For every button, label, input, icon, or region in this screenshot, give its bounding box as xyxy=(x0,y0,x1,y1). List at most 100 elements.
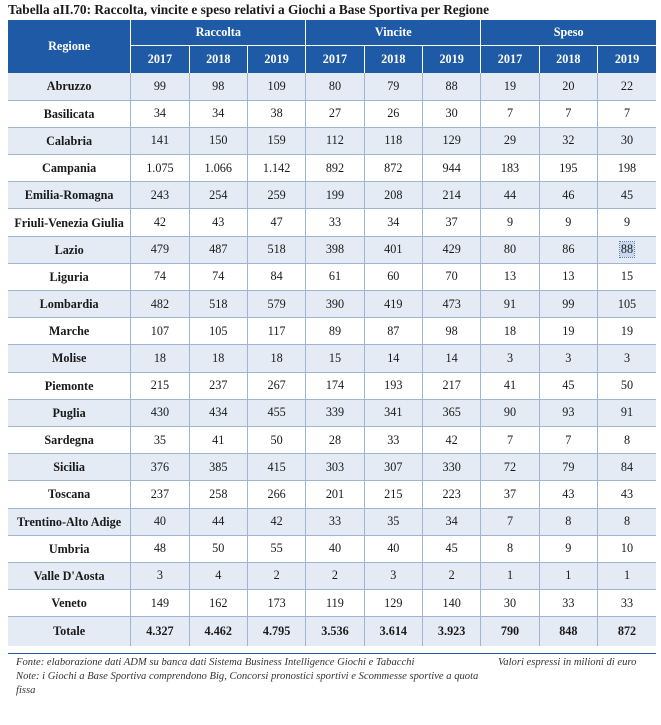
total-value: 848 xyxy=(538,616,598,647)
value-cell: 129 xyxy=(363,589,423,618)
value-cell: 45 xyxy=(597,181,656,210)
value-cell: 18 xyxy=(188,344,248,373)
table-row: Abruzzo 99 98 109 80 79 88 19 20 22 xyxy=(8,73,656,101)
data-table: Regione Raccolta Vincite Speso 2017 2018… xyxy=(8,20,656,647)
value-cell: 30 xyxy=(597,127,656,156)
value-cell: 2 xyxy=(305,562,365,591)
total-value: 4.795 xyxy=(246,616,306,647)
value-cell: 7 xyxy=(480,508,540,536)
value-cell: 258 xyxy=(188,480,248,509)
value-cell: 19 xyxy=(538,317,598,346)
value-cell: 149 xyxy=(130,589,190,618)
value-cell: 365 xyxy=(421,399,481,427)
value-cell: 91 xyxy=(480,290,540,319)
total-value: 3.923 xyxy=(421,616,481,647)
value-cell: 254 xyxy=(188,181,248,210)
value-cell: 9 xyxy=(597,208,656,237)
value-cell: 43 xyxy=(538,480,598,509)
table-body: Abruzzo 99 98 109 80 79 88 19 20 22 Basilicata 34 34… xyxy=(8,73,656,647)
value-cell: 518 xyxy=(246,236,306,264)
value-cell: 267 xyxy=(246,372,306,400)
value-cell: 9 xyxy=(538,535,598,563)
value-cell: 341 xyxy=(363,399,423,427)
value-cell: 473 xyxy=(421,290,481,319)
region-cell: Veneto xyxy=(8,589,131,618)
value-cell: 15 xyxy=(597,263,656,292)
value-cell: 34 xyxy=(421,508,481,536)
table-row: Trentino-Alto Adige 40 44 42 33 35 34 7 8 8 xyxy=(8,508,656,536)
value-cell: 26 xyxy=(363,100,423,128)
value-cell: 84 xyxy=(597,453,656,482)
value-cell: 237 xyxy=(130,480,190,509)
value-cell: 303 xyxy=(305,453,365,482)
value-cell: 455 xyxy=(246,399,306,427)
value-cell: 98 xyxy=(188,73,248,101)
region-cell: Marche xyxy=(8,317,131,346)
value-cell: 140 xyxy=(421,589,481,618)
value-cell: 390 xyxy=(305,290,365,319)
value-cell: 307 xyxy=(363,453,423,482)
value-cell: 34 xyxy=(188,100,248,128)
header-year: 2017 xyxy=(130,45,190,73)
table-row: Basilicata 34 34 38 27 26 30 7 7 7 xyxy=(8,100,656,128)
value-cell: 42 xyxy=(421,426,481,455)
value-cell: 34 xyxy=(363,208,423,237)
value-cell: 35 xyxy=(130,426,190,455)
value-cell: 72 xyxy=(480,453,540,482)
value-cell: 14 xyxy=(363,344,423,373)
value-cell: 2 xyxy=(421,562,481,591)
value-cell: 579 xyxy=(246,290,306,319)
value-cell: 199 xyxy=(305,181,365,210)
value-cell: 479 xyxy=(130,236,190,264)
value-cell: 33 xyxy=(305,508,365,536)
table-row: Umbria 48 50 55 40 40 45 8 9 10 xyxy=(8,535,656,563)
value-cell: 208 xyxy=(363,181,423,210)
value-cell: 3 xyxy=(480,344,540,373)
value-cell: 330 xyxy=(421,453,481,482)
value-cell: 376 xyxy=(130,453,190,482)
value-cell: 43 xyxy=(188,208,248,237)
total-row: Totale 4.327 4.462 4.795 3.536 3.614 3.923 790 8… xyxy=(8,616,656,647)
region-cell: Abruzzo xyxy=(8,73,131,101)
value-cell: 9 xyxy=(538,208,598,237)
value-cell: 33 xyxy=(597,589,656,618)
region-cell: Lazio xyxy=(8,236,131,264)
value-cell: 14 xyxy=(421,344,481,373)
value-cell: 7 xyxy=(480,100,540,128)
value-cell: 487 xyxy=(188,236,248,264)
value-cell: 13 xyxy=(538,263,598,292)
value-cell: 8 xyxy=(597,426,656,455)
value-cell: 3 xyxy=(363,562,423,591)
source-note: Fonte: elaborazione dati ADM su banca da… xyxy=(16,657,415,668)
value-cell: 87 xyxy=(363,317,423,346)
value-cell: 266 xyxy=(246,480,306,509)
table-row: Sicilia 376 385 415 303 307 330 72 79 84 xyxy=(8,453,656,482)
region-cell: Friuli-Venezia Giulia xyxy=(8,208,131,237)
value-cell: 9 xyxy=(480,208,540,237)
region-cell: Sicilia xyxy=(8,453,131,482)
value-cell: 10 xyxy=(597,535,656,563)
value-cell: 141 xyxy=(130,127,190,156)
footer-rule xyxy=(8,653,656,654)
value-cell: 32 xyxy=(538,127,598,156)
region-cell: Liguria xyxy=(8,263,131,292)
value-cell: 1.066 xyxy=(188,154,248,183)
header-regione: Regione xyxy=(8,20,132,73)
table-row: Marche 107 105 117 89 87 98 18 19 19 xyxy=(8,317,656,346)
value-cell: 8 xyxy=(597,508,656,536)
region-cell: Basilicata xyxy=(8,100,131,128)
value-cell: 80 xyxy=(305,73,365,101)
value-cell: 74 xyxy=(130,263,190,292)
table-row: Toscana 237 258 266 201 215 223 37 43 43 xyxy=(8,480,656,509)
header-group-raccolta: Raccolta xyxy=(130,20,306,46)
value-cell: 15 xyxy=(305,344,365,373)
value-cell: 1.075 xyxy=(130,154,190,183)
value-cell: 74 xyxy=(188,263,248,292)
value-cell: 40 xyxy=(363,535,423,563)
header-year: 2019 xyxy=(246,45,306,73)
value-cell: 18 xyxy=(130,344,190,373)
value-cell: 2 xyxy=(246,562,306,591)
value-cell: 79 xyxy=(363,73,423,101)
value-cell: 45 xyxy=(421,535,481,563)
value-cell: 37 xyxy=(421,208,481,237)
